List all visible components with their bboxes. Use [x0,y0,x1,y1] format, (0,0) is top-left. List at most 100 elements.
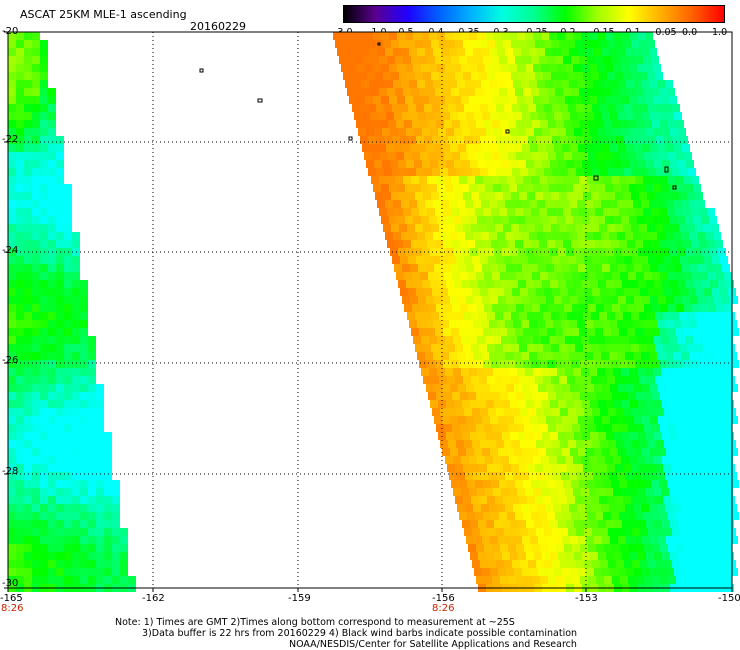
wind-cell [112,520,120,528]
wind-cell [8,232,16,240]
wind-cell [664,528,672,536]
wind-cell [411,240,419,248]
wind-cell [509,32,517,40]
wind-cell [609,232,617,240]
wind-cell [550,128,558,136]
wind-cell [8,96,16,104]
wind-cell [603,480,611,488]
wind-cell [549,488,557,496]
wind-cell [104,448,112,456]
wind-cell [638,400,646,408]
wind-cell [539,176,547,184]
wind-cell [562,568,570,576]
wind-cell [428,392,436,400]
wind-cell [8,104,16,112]
wind-cell [480,560,488,568]
wind-cell [727,312,735,320]
wind-cell [597,64,605,72]
wind-cell [624,288,632,296]
wind-cell [466,264,474,272]
wind-cell [585,320,593,328]
wind-cell [24,88,32,96]
wind-cell [730,296,738,304]
wind-cell [651,360,659,368]
wind-cell [490,112,498,120]
wind-cell [8,168,16,176]
wind-cell [576,256,584,264]
wind-cell [647,224,655,232]
wind-cell [611,176,619,184]
wind-cell [8,40,16,48]
wind-cell [609,352,617,360]
wind-cell [487,312,495,320]
wind-cell [24,304,32,312]
wind-cell [480,168,488,176]
island-outline [593,175,599,181]
wind-cell [64,240,72,248]
wind-cell [719,496,727,504]
wind-cell [535,224,543,232]
wind-cell [367,40,375,48]
wind-cell [501,64,509,72]
wind-cell [16,256,24,264]
wind-cell [439,376,447,384]
wind-cell [612,424,620,432]
wind-cell [573,184,581,192]
wind-cell [509,488,517,496]
wind-cell [598,280,606,288]
wind-cell [589,456,597,464]
wind-cell [389,32,397,40]
wind-cell [626,416,634,424]
wind-cell [497,320,505,328]
wind-cell [639,224,647,232]
wind-cell [708,272,716,280]
wind-cell [24,80,32,88]
wind-cell [104,440,112,448]
wind-cell [443,360,451,368]
wind-cell [88,488,96,496]
wind-cell [64,432,72,440]
wind-cell [8,224,16,232]
wind-cell [24,464,32,472]
wind-cell [697,320,705,328]
wind-cell [668,304,676,312]
wind-cell [515,512,523,520]
wind-cell [653,184,661,192]
wind-cell [496,408,504,416]
wind-cell [64,512,72,520]
wind-cell [670,400,678,408]
wind-cell [566,280,574,288]
wind-cell [412,272,420,280]
wind-cell [64,384,72,392]
wind-cell [690,296,698,304]
wind-cell [567,72,575,80]
wind-cell [120,536,128,544]
wind-cell [528,104,536,112]
wind-cell [24,336,32,344]
wind-cell [16,120,24,128]
wind-cell [570,448,578,456]
wind-cell [32,40,40,48]
wind-cell [88,432,96,440]
wind-cell [597,368,605,376]
wind-cell [486,400,494,408]
wind-cell [516,424,524,432]
wind-cell [676,544,684,552]
wind-cell [679,376,687,384]
wind-cell [493,368,501,376]
wind-cell [555,360,563,368]
wind-cell [726,520,734,528]
wind-cell [709,368,717,376]
wind-cell [377,200,385,208]
wind-cell [409,48,417,56]
wind-cell [451,360,459,368]
wind-cell [628,304,636,312]
wind-cell [496,104,504,112]
wind-cell [64,232,72,240]
wind-cell [721,472,729,480]
wind-cell [455,312,463,320]
wind-cell [88,408,96,416]
wind-cell [424,288,432,296]
wind-cell [551,72,559,80]
wind-cell [610,536,618,544]
